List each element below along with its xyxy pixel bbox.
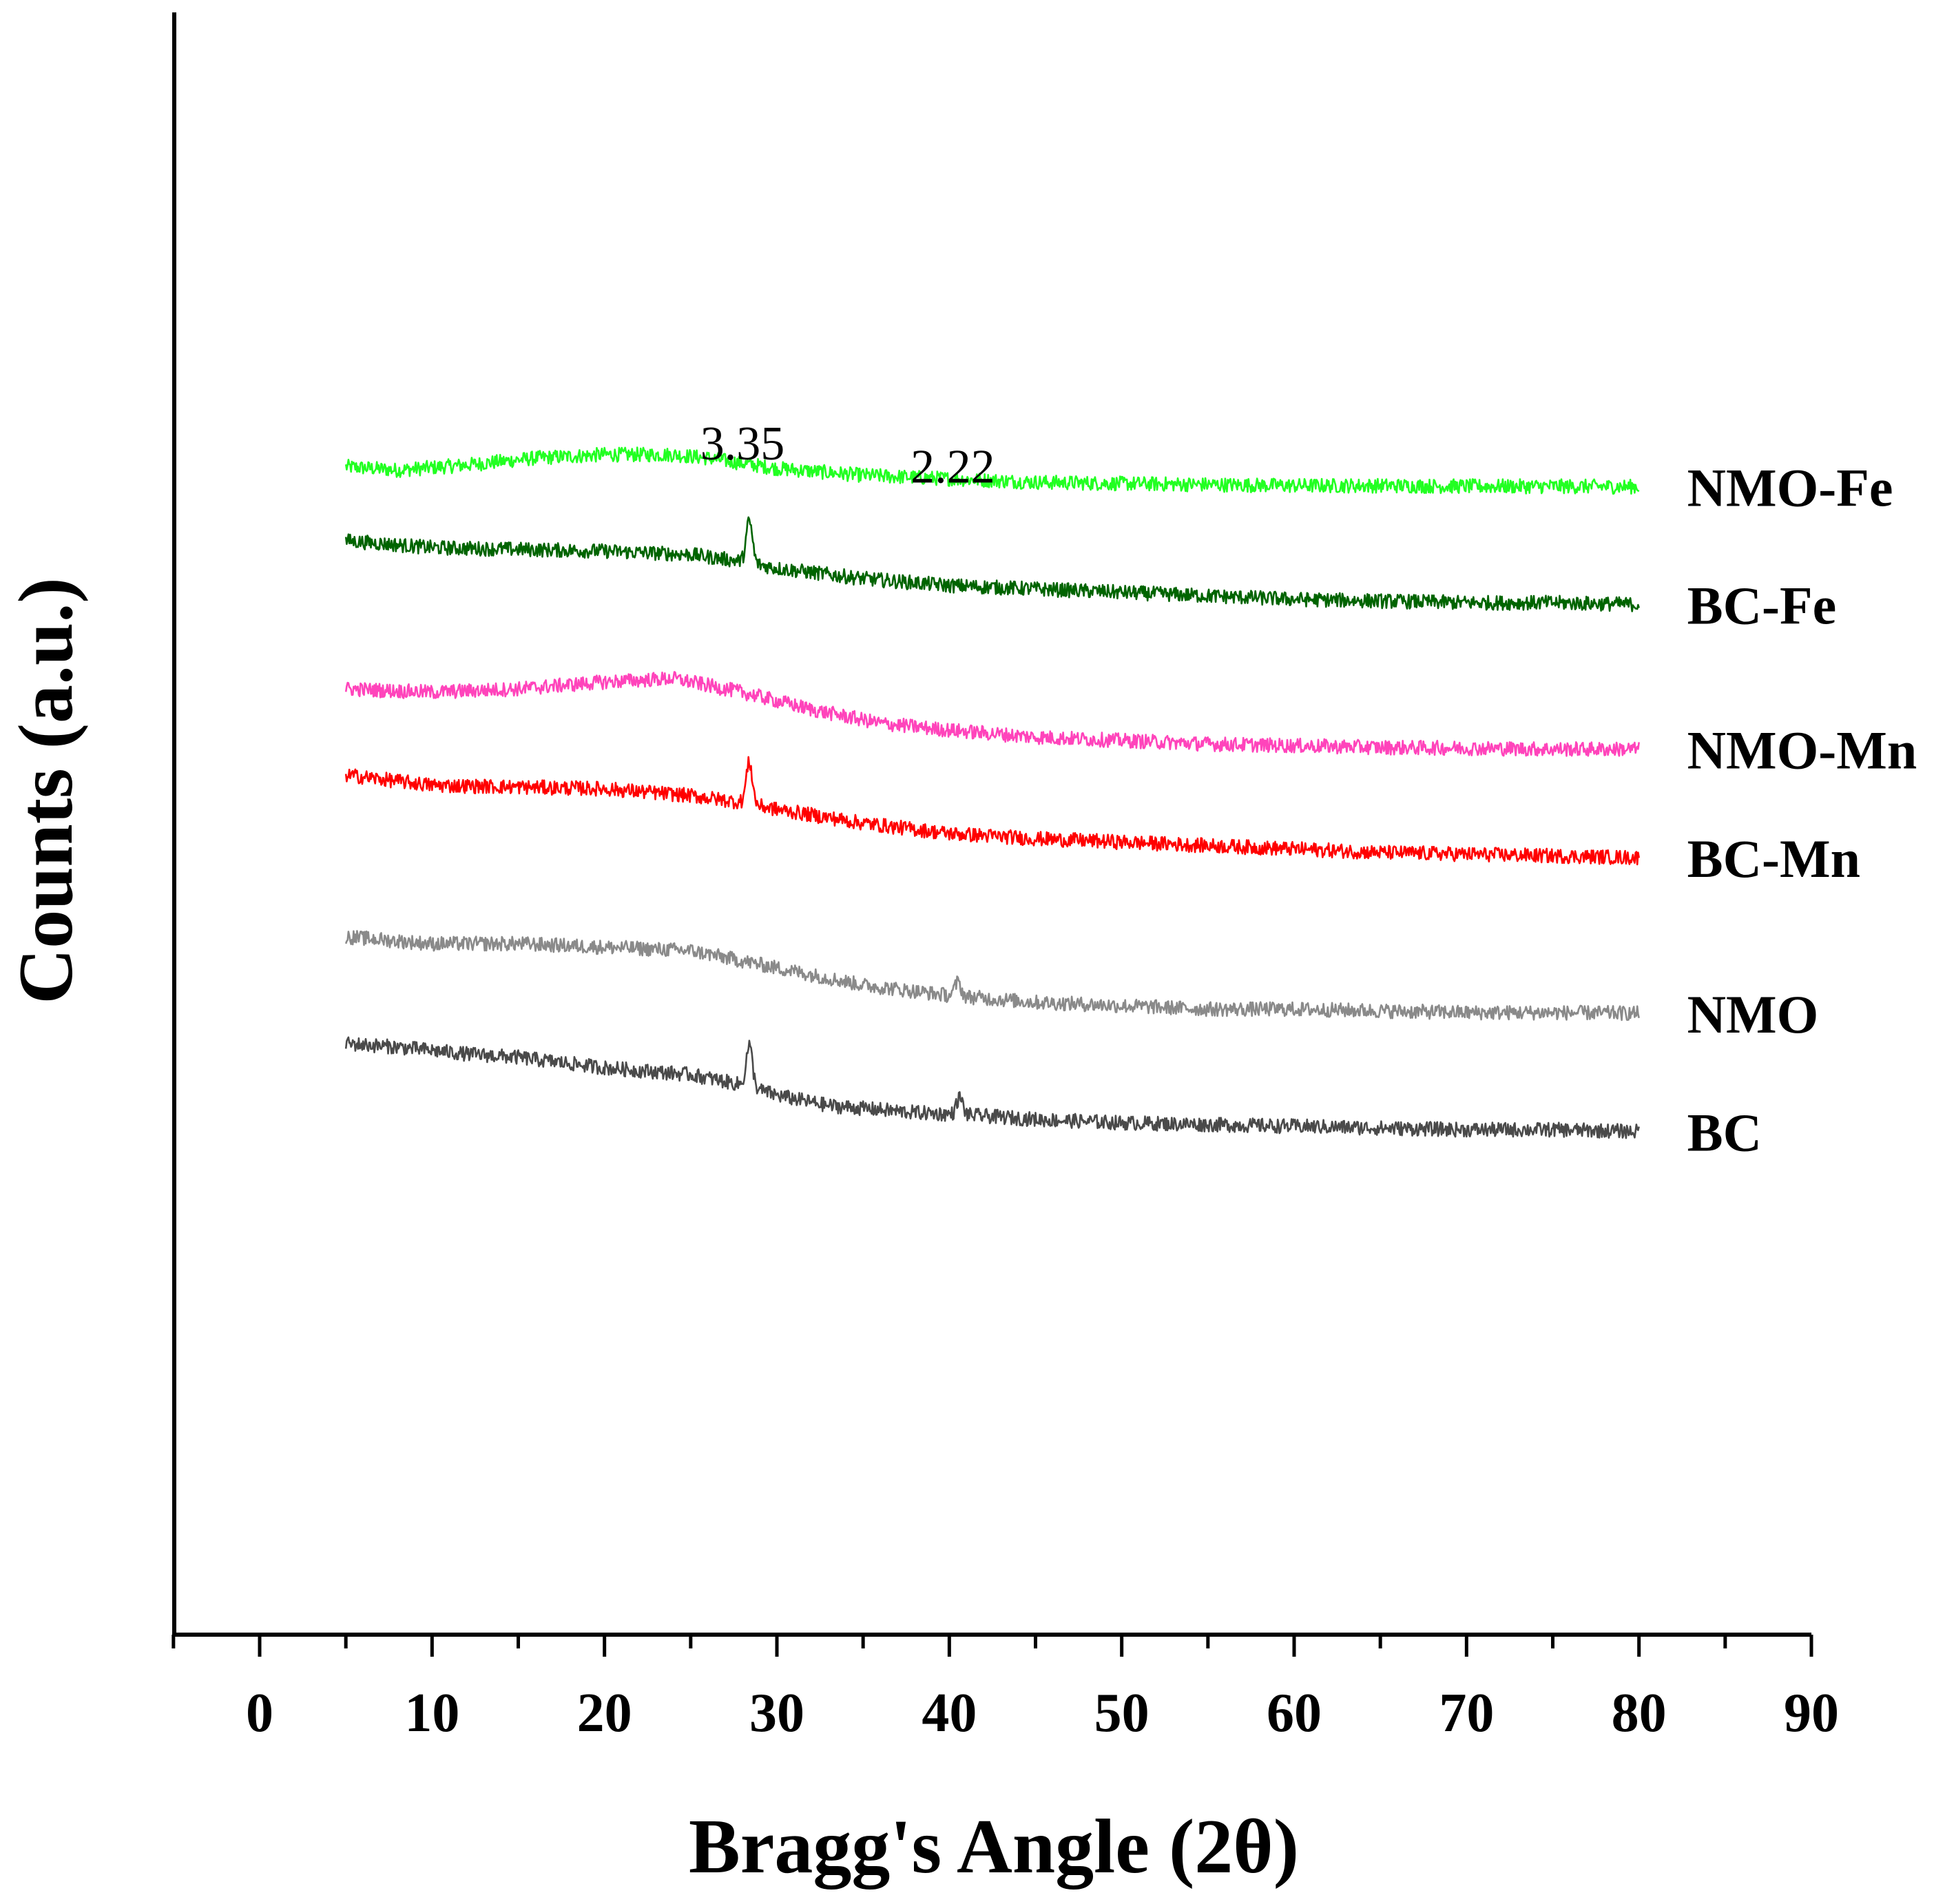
- series-line-bc: [344, 1036, 1640, 1139]
- y-axis-title: Counts (a.u.): [3, 577, 89, 1004]
- x-tick-label: 80: [1612, 1683, 1667, 1743]
- series-layer: [344, 446, 1640, 1139]
- series-label-bc-mn: BC-Mn: [1687, 829, 1860, 889]
- series-label-nmo-mn: NMO-Mn: [1687, 721, 1917, 780]
- x-ticks: 0 10 20 30 40 50 60 70 80 90: [171, 1635, 1839, 1743]
- peak-annotation: 3.35: [700, 417, 785, 470]
- x-tick-label: 90: [1784, 1683, 1839, 1743]
- series-line-bc-fe: [344, 516, 1640, 612]
- series-line-nmo-mn: [344, 671, 1640, 757]
- x-axis-title: Bragg's Angle (2θ): [689, 1804, 1299, 1890]
- series-label-nmo: NMO: [1687, 984, 1819, 1044]
- peak-annotation: 2.22: [911, 441, 995, 494]
- x-tick-label: 40: [922, 1683, 977, 1743]
- x-tick-label: 70: [1439, 1683, 1494, 1743]
- series-label-bc: BC: [1687, 1103, 1762, 1163]
- series-line-nmo-fe: [344, 446, 1640, 495]
- series-label-nmo-fe: NMO-Fe: [1687, 458, 1893, 518]
- label-layer: NMO-Fe BC-Fe NMO-Mn BC-Mn NMO BC 3.35 2.22: [700, 417, 1917, 1163]
- x-tick-label: 30: [749, 1683, 804, 1743]
- x-tick-label: 0: [246, 1683, 273, 1743]
- x-tick-label: 10: [404, 1683, 459, 1743]
- series-line-nmo: [344, 930, 1640, 1022]
- series-label-bc-fe: BC-Fe: [1687, 576, 1837, 636]
- axes: 0 10 20 30 40 50 60 70 80 90: [171, 12, 1839, 1743]
- x-tick-label: 20: [577, 1683, 632, 1743]
- series-line-bc-mn: [344, 756, 1640, 866]
- x-tick-label: 50: [1094, 1683, 1150, 1743]
- x-tick-label: 60: [1267, 1683, 1322, 1743]
